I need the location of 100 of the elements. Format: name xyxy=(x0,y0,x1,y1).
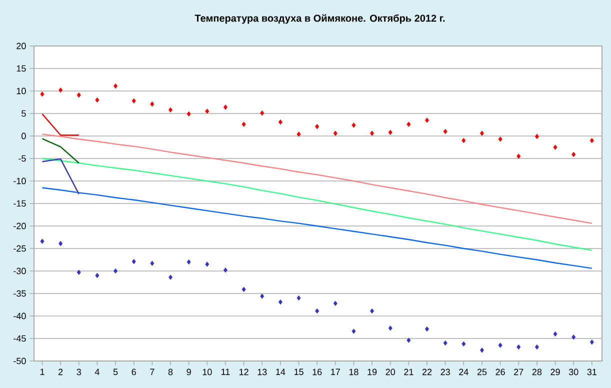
x-tick-label: 16 xyxy=(312,368,322,376)
y-tick-label: -35 xyxy=(14,290,26,297)
x-tick-label: 12 xyxy=(239,368,248,376)
point xyxy=(462,138,466,144)
x-tick-label: 24 xyxy=(459,368,468,376)
point xyxy=(260,110,264,116)
point xyxy=(333,300,338,306)
point xyxy=(590,339,594,345)
point xyxy=(95,97,100,103)
x-tick-label: 9 xyxy=(186,368,191,376)
point xyxy=(223,267,228,273)
y-tick-label: -5 xyxy=(18,155,26,162)
y-tick-label: -15 xyxy=(14,200,26,207)
x-tick-label: 7 xyxy=(150,368,154,375)
x-tick-label: 1 xyxy=(40,368,44,375)
x-tick-label: 25 xyxy=(477,368,487,376)
x-tick-label: 23 xyxy=(440,368,450,376)
x-tick-label: 17 xyxy=(331,368,340,375)
point xyxy=(223,104,228,110)
point xyxy=(333,130,338,136)
point xyxy=(132,258,136,264)
x-tick-label: 3 xyxy=(76,368,82,376)
point xyxy=(406,122,411,127)
point xyxy=(553,331,558,337)
point xyxy=(114,83,118,89)
point xyxy=(76,92,81,98)
x-tick-label: 20 xyxy=(386,368,396,376)
point xyxy=(278,119,282,125)
x-tick-label: 13 xyxy=(258,368,267,376)
point xyxy=(388,326,392,331)
point xyxy=(168,274,173,280)
y-tick-label: 0 xyxy=(22,132,26,140)
x-tick-label: 29 xyxy=(550,368,560,376)
y-tick-label: -20 xyxy=(14,222,26,230)
y-tick-label: -50 xyxy=(14,358,26,364)
x-tick-label: 2 xyxy=(58,368,63,376)
point xyxy=(553,144,558,150)
y-tick-label: -25 xyxy=(14,245,26,252)
point xyxy=(534,134,539,140)
point xyxy=(76,270,81,275)
point xyxy=(296,132,301,137)
x-tick-label: 28 xyxy=(532,368,542,376)
point xyxy=(58,240,63,246)
x-tick-label: 31 xyxy=(587,368,596,376)
point xyxy=(498,342,502,348)
point xyxy=(40,92,44,97)
x-tick-label: 21 xyxy=(404,368,414,376)
y-tick-label: -10 xyxy=(14,178,26,184)
x-tick-label: 30 xyxy=(568,368,578,376)
point xyxy=(278,299,282,305)
point xyxy=(406,338,411,343)
point xyxy=(425,118,430,123)
point xyxy=(296,295,301,301)
point xyxy=(388,130,392,135)
point xyxy=(58,87,63,93)
point xyxy=(572,334,576,340)
point xyxy=(315,308,320,314)
x-tick-label: 6 xyxy=(132,368,136,376)
point xyxy=(186,259,191,265)
point xyxy=(516,344,521,350)
x-tick-label: 19 xyxy=(368,368,377,376)
point xyxy=(315,124,320,130)
x-tick-label: 14 xyxy=(276,368,286,375)
x-tick-label: 5 xyxy=(113,368,118,376)
y-tick-label: 5 xyxy=(22,110,26,117)
point xyxy=(205,108,210,114)
y-tick-label: -45 xyxy=(14,335,26,342)
point xyxy=(132,98,136,104)
x-tick-label: 15 xyxy=(294,368,304,376)
point xyxy=(95,272,100,278)
point xyxy=(150,260,154,266)
point xyxy=(443,340,448,346)
point xyxy=(242,286,246,292)
point xyxy=(242,122,246,127)
point xyxy=(498,136,502,142)
x-tick-label: 26 xyxy=(496,368,505,376)
point xyxy=(480,348,484,353)
point xyxy=(462,341,466,346)
point xyxy=(370,308,374,314)
x-tick-label: 8 xyxy=(168,368,173,376)
point xyxy=(40,238,44,244)
point xyxy=(352,328,356,334)
point xyxy=(534,344,539,350)
y-tick-label: 10 xyxy=(16,88,26,94)
chart-title: Температура воздуха в Оймяконе. Октябрь 2012 г. xyxy=(194,14,445,24)
point xyxy=(352,122,356,128)
y-tick-label: 20 xyxy=(16,42,26,50)
x-tick-label: 10 xyxy=(202,368,212,376)
point xyxy=(480,130,484,136)
y-tick-label: -40 xyxy=(14,312,26,320)
point xyxy=(443,128,448,134)
point xyxy=(425,326,430,332)
x-tick-label: 4 xyxy=(94,368,100,375)
point xyxy=(150,101,154,107)
y-tick-label: 15 xyxy=(16,65,26,72)
point xyxy=(516,154,521,159)
point xyxy=(186,111,191,117)
point xyxy=(370,130,374,136)
x-tick-label: 27 xyxy=(514,368,524,376)
point xyxy=(205,262,210,267)
